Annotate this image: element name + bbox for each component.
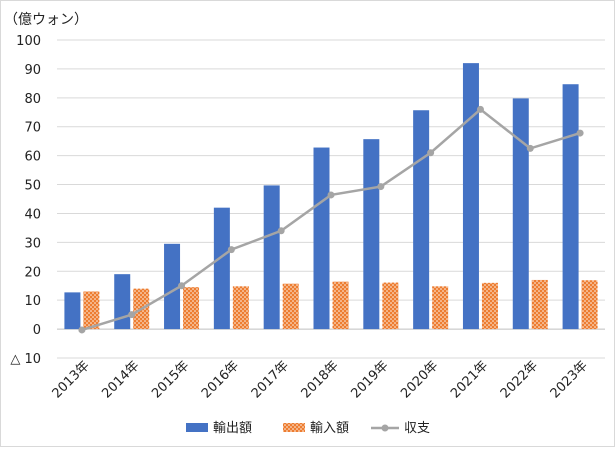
legend-label-import: 輸入額 bbox=[310, 421, 349, 436]
balance-point bbox=[128, 311, 136, 319]
y-tick-label: 100 bbox=[16, 34, 41, 49]
y-tick-label: 30 bbox=[24, 236, 41, 251]
legend-marker-balance bbox=[381, 424, 389, 432]
balance-point bbox=[526, 144, 534, 152]
bar-import bbox=[332, 281, 349, 330]
bars bbox=[64, 63, 598, 330]
bar-export bbox=[562, 84, 579, 330]
bar-export bbox=[213, 207, 230, 330]
legend-label-export: 輸出額 bbox=[213, 421, 252, 436]
y-tick-label: 90 bbox=[24, 63, 41, 78]
y-tick-label: 70 bbox=[24, 121, 41, 136]
legend-swatch-export bbox=[186, 423, 208, 432]
bar-import bbox=[581, 280, 598, 330]
balance-line bbox=[78, 105, 584, 334]
y-tick-label: 0 bbox=[33, 323, 41, 338]
bar-export bbox=[313, 147, 330, 330]
balance-point bbox=[377, 183, 385, 191]
balance-point bbox=[277, 227, 285, 235]
y-tick-label: △ 10 bbox=[10, 352, 41, 367]
bar-import bbox=[531, 279, 548, 330]
bar-export bbox=[263, 185, 280, 330]
balance-point bbox=[178, 282, 186, 290]
bar-import bbox=[183, 287, 200, 330]
bar-export bbox=[413, 110, 430, 330]
y-tick-label: 60 bbox=[24, 150, 41, 165]
bar-import bbox=[481, 282, 498, 330]
y-tick-label: 10 bbox=[24, 294, 41, 309]
bar-export bbox=[462, 63, 479, 330]
bar-export bbox=[64, 292, 81, 330]
y-tick-label: 20 bbox=[24, 265, 41, 280]
legend-label-balance: 収支 bbox=[404, 421, 430, 436]
bar-import bbox=[83, 291, 100, 330]
balance-point bbox=[327, 191, 335, 199]
bar-export bbox=[512, 98, 529, 330]
legend: 輸出額 輸入額 収支 bbox=[186, 421, 430, 436]
bar-export bbox=[363, 139, 380, 330]
balance-point bbox=[78, 326, 86, 334]
bar-import bbox=[382, 282, 399, 330]
bar-import bbox=[232, 286, 249, 330]
y-tick-label: 80 bbox=[24, 92, 41, 107]
bar-import bbox=[282, 283, 299, 330]
bar-export bbox=[114, 274, 131, 330]
y-tick-label: 50 bbox=[24, 179, 41, 194]
balance-point bbox=[227, 246, 235, 254]
bar-import bbox=[432, 286, 449, 330]
balance-point bbox=[476, 105, 484, 113]
unit-label: （億ウォン） bbox=[4, 12, 88, 28]
bar-export bbox=[164, 243, 181, 330]
y-tick-label: 40 bbox=[24, 207, 41, 222]
legend-swatch-import bbox=[283, 423, 305, 432]
balance-point bbox=[576, 129, 584, 137]
balance-point bbox=[427, 149, 435, 157]
